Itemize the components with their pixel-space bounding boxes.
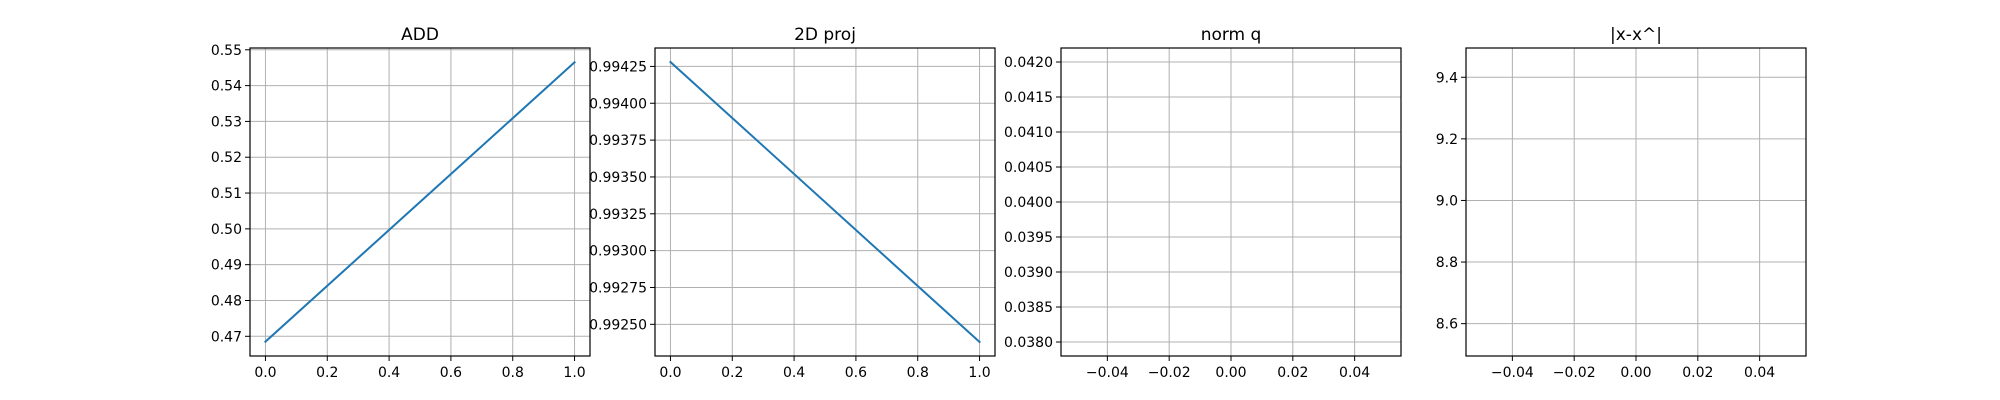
x-tick-label: 0.2 — [316, 365, 338, 381]
subplot-title: |x-x^| — [1610, 25, 1662, 45]
y-tick-label: 0.52 — [211, 150, 242, 166]
y-tick-label: 0.0420 — [1004, 55, 1053, 71]
y-tick-label: 9.0 — [1436, 193, 1458, 209]
y-tick-label: 0.0390 — [1004, 265, 1053, 281]
y-tick-label: 0.99275 — [589, 280, 647, 296]
x-tick-label: −0.02 — [1148, 365, 1191, 381]
axes-frame — [654, 47, 996, 357]
x-tick-label: −0.02 — [1553, 365, 1596, 381]
subplot-title: ADD — [401, 25, 439, 45]
y-tick-label: 8.8 — [1436, 255, 1458, 271]
x-tick-label: −0.04 — [1491, 365, 1534, 381]
series-line — [669, 60, 981, 344]
axes-frame — [249, 47, 591, 357]
subplot-add: ADD 0.0 0.2 0.4 0.6 0.8 1.0 0.47 0.48 0.49 0.50 0.… — [211, 25, 591, 381]
y-tick-label: 0.99400 — [589, 96, 647, 112]
y-tick-label: 0.47 — [211, 329, 242, 345]
y-tick-label: 0.0400 — [1004, 195, 1053, 211]
x-tick-label: 0.00 — [1620, 365, 1651, 381]
x-tick-label: 0.2 — [721, 365, 743, 381]
y-tick-label: 0.0395 — [1004, 230, 1053, 246]
subplot-title: norm q — [1201, 25, 1262, 45]
y-tick-label: 0.54 — [211, 79, 242, 95]
y-tick-label: 0.99300 — [589, 244, 647, 260]
subplot-x-error: |x-x^| −0.04 −0.02 0.00 0.02 0.04 8.6 8.8 9.0 9.… — [1436, 25, 1807, 381]
y-tick-label: 0.0380 — [1004, 335, 1053, 351]
x-tick-label: 0.8 — [502, 365, 524, 381]
y-tick-label: 9.4 — [1436, 70, 1458, 86]
subplot-norm-q: norm q −0.04 −0.02 0.00 0.02 0.04 0.0380 0.038… — [1004, 25, 1402, 381]
x-tick-label: 0.02 — [1682, 365, 1713, 381]
y-tick-label: 0.50 — [211, 222, 242, 238]
x-tick-label: 0.0 — [659, 365, 681, 381]
y-tick-label: 8.6 — [1436, 317, 1458, 333]
y-tick-label: 0.99375 — [589, 133, 647, 149]
x-tick-label: 0.0 — [254, 365, 276, 381]
y-tick-label: 0.49 — [211, 258, 242, 274]
x-tick-label: 0.8 — [907, 365, 929, 381]
x-tick-label: 1.0 — [563, 365, 585, 381]
x-tick-label: 1.0 — [968, 365, 990, 381]
x-tick-label: 0.00 — [1215, 365, 1246, 381]
y-tick-label: 0.99350 — [589, 170, 647, 186]
x-tick-label: 0.4 — [783, 365, 805, 381]
subplot-2d-proj: 2D proj 0.0 0.2 0.4 0.6 0.8 1.0 0.99250 0.99275… — [589, 25, 996, 381]
x-tick-label: 0.6 — [845, 365, 867, 381]
y-tick-label: 0.0405 — [1004, 160, 1053, 176]
y-tick-label: 0.0385 — [1004, 300, 1053, 316]
x-tick-label: 0.04 — [1744, 365, 1775, 381]
series-line — [264, 60, 576, 344]
y-tick-label: 9.2 — [1436, 132, 1458, 148]
x-tick-label: 0.4 — [378, 365, 400, 381]
subplot-title: 2D proj — [794, 25, 856, 45]
x-tick-label: −0.04 — [1086, 365, 1129, 381]
y-tick-label: 0.0410 — [1004, 125, 1053, 141]
y-tick-label: 0.99325 — [589, 207, 647, 223]
x-tick-label: 0.02 — [1277, 365, 1308, 381]
y-tick-label: 0.99425 — [589, 59, 647, 75]
y-tick-label: 0.0415 — [1004, 90, 1053, 106]
y-tick-label: 0.53 — [211, 114, 242, 130]
x-tick-label: 0.6 — [440, 365, 462, 381]
y-tick-label: 0.55 — [211, 43, 242, 59]
y-tick-label: 0.48 — [211, 293, 242, 309]
y-tick-label: 0.51 — [211, 186, 242, 202]
x-tick-label: 0.04 — [1339, 365, 1370, 381]
y-tick-label: 0.99250 — [589, 317, 647, 333]
